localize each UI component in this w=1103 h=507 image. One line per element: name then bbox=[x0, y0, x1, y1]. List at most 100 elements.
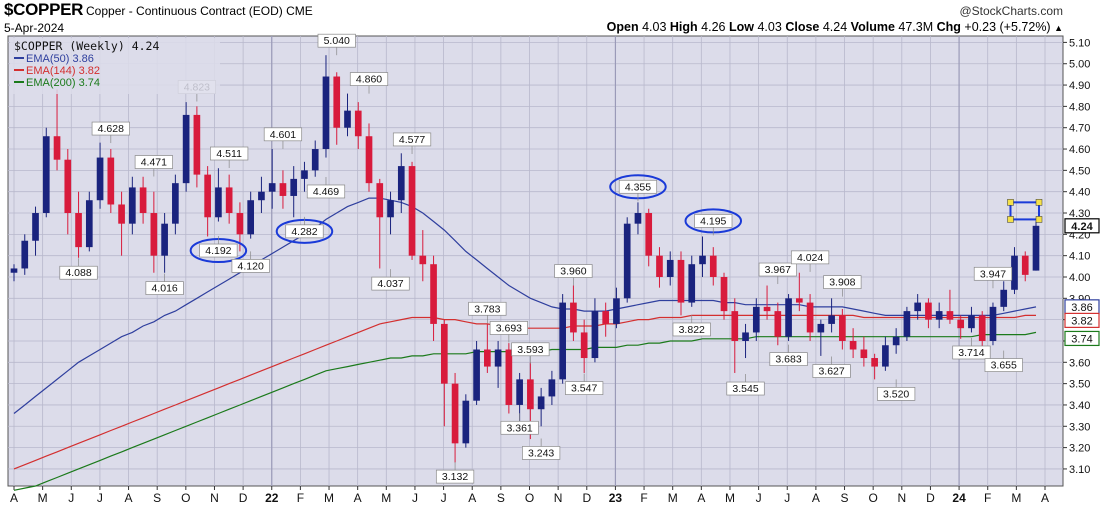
candle bbox=[505, 343, 513, 414]
candle bbox=[96, 142, 104, 209]
candle bbox=[752, 298, 760, 341]
x-tick-label: J bbox=[412, 491, 418, 505]
candle-body bbox=[1021, 255, 1029, 275]
ohlc-summary: Open 4.03 High 4.26 Low 4.03 Close 4.24 … bbox=[607, 20, 1063, 34]
volume-label: Volume bbox=[850, 20, 895, 34]
x-tick-label: A bbox=[697, 491, 705, 505]
candle bbox=[354, 102, 362, 150]
candle bbox=[161, 213, 168, 273]
callout-label: 4.860 bbox=[356, 74, 382, 86]
candle-body bbox=[150, 213, 158, 256]
candle-body bbox=[182, 114, 190, 184]
candle bbox=[634, 202, 642, 235]
price-callout: 4.195 bbox=[684, 208, 743, 236]
tag-box bbox=[1064, 312, 1100, 328]
candle-body bbox=[978, 315, 986, 341]
y-tick-label: 4.30 bbox=[1069, 208, 1090, 220]
brand-watermark: @StockCharts.com bbox=[959, 4, 1063, 18]
candle bbox=[699, 236, 706, 277]
candle-body bbox=[548, 379, 556, 397]
candle-body bbox=[204, 174, 211, 218]
candle-body bbox=[968, 315, 975, 329]
plot-area bbox=[7, 35, 1064, 487]
candle-body bbox=[451, 383, 459, 444]
candle bbox=[914, 294, 921, 320]
candle bbox=[795, 272, 803, 312]
change-value: +0.23 (+5.72%) bbox=[964, 20, 1051, 34]
price-callout: 4.355 bbox=[609, 174, 667, 202]
candle-body bbox=[419, 255, 427, 265]
price-callout: 3.593 bbox=[511, 342, 550, 364]
price-callout: 3.967 bbox=[758, 262, 797, 285]
candle bbox=[537, 387, 545, 427]
candle bbox=[892, 328, 900, 354]
candle bbox=[709, 247, 717, 286]
candle-body bbox=[871, 358, 878, 367]
candle-body bbox=[376, 183, 384, 218]
x-tick-label: S bbox=[153, 491, 161, 505]
candle bbox=[656, 247, 663, 288]
callout-label: 3.683 bbox=[775, 354, 801, 366]
candle bbox=[763, 285, 771, 320]
candle-body bbox=[839, 315, 846, 341]
candle-body bbox=[172, 183, 179, 224]
price-callout: 3.783 bbox=[468, 301, 507, 324]
candle-body bbox=[32, 213, 39, 241]
price-callout: 4.192 bbox=[189, 236, 248, 264]
callout-label: 3.967 bbox=[765, 264, 791, 276]
candle-body bbox=[656, 255, 663, 277]
candle bbox=[365, 123, 373, 192]
candle-body bbox=[268, 183, 276, 192]
last-value-tag: 3.86 bbox=[1064, 299, 1100, 315]
candle bbox=[645, 208, 653, 267]
candle bbox=[21, 234, 29, 275]
callout-label: 4.192 bbox=[205, 245, 231, 257]
candle-body bbox=[118, 204, 125, 224]
highlight-box-handle bbox=[1007, 199, 1014, 206]
callout-label: 4.016 bbox=[151, 283, 177, 295]
candle-body bbox=[290, 178, 298, 196]
price-callout: 3.693 bbox=[489, 321, 528, 343]
callout-label: 4.282 bbox=[291, 226, 317, 238]
y-tick-label: 3.30 bbox=[1069, 421, 1090, 433]
callout-label: 4.195 bbox=[700, 215, 726, 227]
x-tick-label: A bbox=[1041, 491, 1049, 505]
candle-body bbox=[279, 183, 287, 196]
candle-body bbox=[473, 349, 480, 401]
candle-body bbox=[247, 200, 255, 235]
price-callout: 4.016 bbox=[145, 273, 184, 295]
candle bbox=[957, 315, 965, 339]
candle-body bbox=[634, 213, 642, 224]
candle bbox=[1011, 247, 1018, 295]
callout-label: 3.545 bbox=[732, 383, 758, 395]
candle-body bbox=[505, 349, 513, 405]
candle-body bbox=[763, 306, 771, 312]
candle-body bbox=[892, 336, 900, 346]
candle-body bbox=[42, 136, 50, 214]
candle bbox=[462, 394, 470, 448]
candle-body bbox=[688, 264, 696, 303]
candle-body bbox=[935, 311, 943, 320]
price-callout: 3.714 bbox=[952, 337, 991, 360]
contract-name: Copper - Continuous Contract (EOD) bbox=[86, 4, 283, 18]
candle bbox=[311, 140, 319, 177]
candle bbox=[408, 161, 416, 260]
callout-label: 4.471 bbox=[141, 157, 167, 169]
y-tick-label: 4.60 bbox=[1069, 144, 1090, 156]
legend-label: EMA(50) 3.86 bbox=[26, 53, 94, 65]
x-tick-label: J bbox=[68, 491, 74, 505]
x-tick-label: J bbox=[756, 491, 762, 505]
tag-label: 3.82 bbox=[1071, 315, 1092, 327]
price-callout: 3.243 bbox=[522, 438, 561, 460]
candle-body bbox=[430, 264, 437, 324]
candle-body bbox=[484, 349, 491, 367]
candle bbox=[602, 302, 610, 337]
candle bbox=[430, 255, 437, 341]
open-value: 4.03 bbox=[642, 20, 667, 34]
y-tick-label: 3.40 bbox=[1069, 400, 1090, 412]
x-tick-label: D bbox=[926, 491, 935, 505]
y-tick-label: 3.60 bbox=[1069, 357, 1090, 369]
price-callout: 4.120 bbox=[231, 251, 270, 273]
open-label: Open bbox=[606, 20, 639, 34]
chart-date: 5-Apr-2024 bbox=[4, 21, 65, 35]
